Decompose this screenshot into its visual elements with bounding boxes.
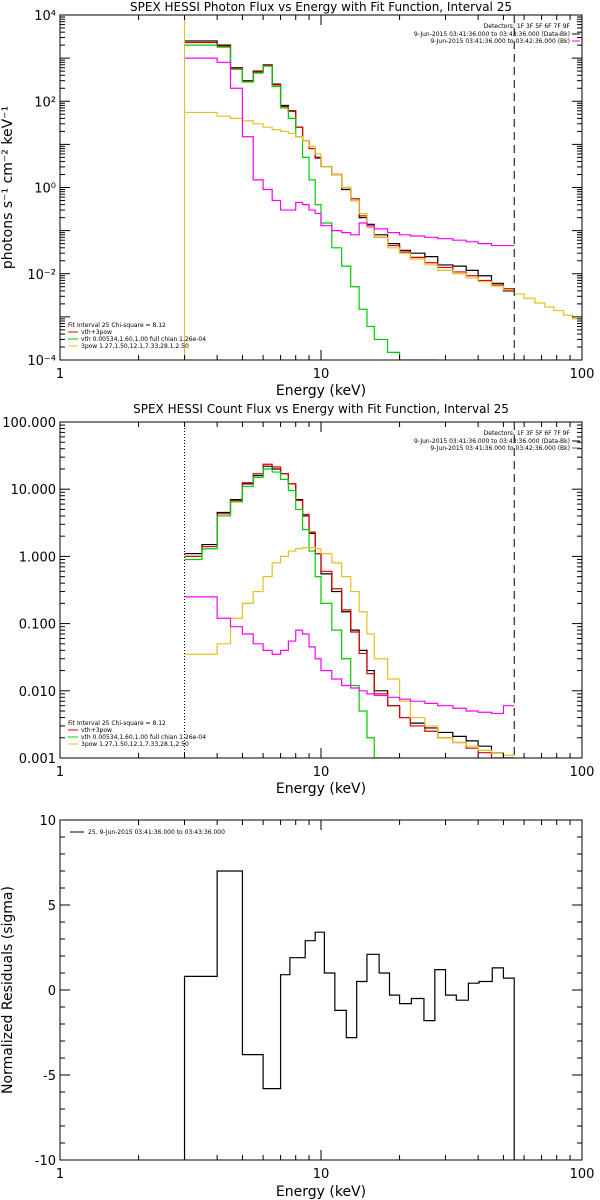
series-3-line: [184, 44, 438, 360]
series-1-line: [183, 870, 515, 1160]
legend-entry: 3pow 1.27,1.50,12.1,7.33,28.1,2.50: [81, 343, 189, 350]
y-tick-label: -10: [35, 1154, 56, 1169]
series-1-line: [184, 465, 515, 758]
legend-entry: vth 0.00534,1.60,1.00 full chian 1.26e-0…: [81, 336, 206, 343]
y-tick-label: 10⁴: [34, 9, 56, 24]
detectors-label: Detectors: 1F 3F 5F 6F 7F 9F: [484, 430, 571, 437]
time-interval-data: 9-Jun-2015 03:41:36.000 to 03:43:36.000 …: [414, 31, 570, 38]
y-tick-label: 5: [48, 899, 56, 914]
legend-entry: vth+3pow: [81, 727, 112, 734]
y-tick-label: 10⁰: [34, 182, 56, 197]
time-interval-data: 9-Jun-2015 03:41:36.000 to 03:43:36.000 …: [414, 438, 570, 445]
time-interval-background: 9-Jun-2015 03:41:36.000 to 03:42:36.000 …: [430, 38, 570, 45]
x-tick-label: 10: [313, 765, 330, 780]
chart-panel-1: 1 10 100 10⁻⁴ 10⁻² 10⁰ 10² 10⁴ SPEX HESSI Photon…: [0, 0, 594, 399]
x-tick-label: 1: [56, 1167, 64, 1182]
y-tick-label: 0.010: [19, 685, 56, 700]
y-tick-label: 10⁻²: [27, 268, 56, 283]
series-5-line: [184, 596, 515, 715]
chart-title: SPEX HESSI Photon Flux vs Energy with Fi…: [130, 0, 512, 14]
legend-entry: 25. 9-Jun-2015 03:41:36.000 to 03:43:36.…: [88, 829, 225, 836]
y-axis-label: photons s⁻¹ cm⁻² keV⁻¹: [0, 106, 16, 269]
fit-legend-header: Fit Interval 25 Chi-square = 8.12: [68, 720, 166, 727]
legend-entry: vth 0.00534,1.60,1.00 full chian 1.26e-0…: [81, 734, 206, 741]
chart-panel-2: 1 10 100 0.001 0.010 0.100 1.000 10.000 100.000 S…: [2, 402, 594, 797]
y-axis-label: Normalized Residuals (sigma): [0, 886, 16, 1094]
detectors-label: Detectors: 1F 3F 5F 6F 7F 9F: [484, 23, 571, 30]
y-tick-label: 0.100: [19, 618, 56, 633]
y-tick-label: 100.000: [2, 416, 56, 431]
y-tick-label: 1.000: [19, 550, 56, 565]
legend-entry: vth+3pow: [81, 329, 112, 336]
x-tick-label: 100: [570, 1167, 595, 1182]
series-4-line: [184, 547, 515, 756]
x-tick-label: 1: [56, 765, 64, 780]
y-tick-label: 0.001: [19, 752, 56, 767]
x-axis-label: Energy (keV): [276, 1184, 366, 1200]
x-axis-label: Energy (keV): [276, 781, 366, 797]
chart-title: SPEX HESSI Count Flux vs Energy with Fit…: [133, 402, 509, 416]
y-tick-label: -5: [43, 1069, 56, 1084]
y-tick-label: 10⁻⁴: [27, 354, 56, 369]
fit-legend-header: Fit Interval 25 Chi-square = 8.12: [68, 322, 166, 329]
plot-area: [184, 40, 582, 360]
x-tick-label: 10: [313, 367, 330, 382]
legend-entry: 3pow 1.27,1.50,12.1,7.33,28.1,2.50: [81, 741, 189, 748]
y-tick-label: 10: [39, 814, 56, 829]
plot-area: [184, 463, 515, 758]
series-5-line: [184, 57, 515, 247]
chart-panel-3: 1 10 100 -10 -5 0 5 10 Energy (keV) Normalized Re…: [0, 814, 594, 1200]
x-tick-label: 100: [570, 367, 595, 382]
series-4-line: [184, 111, 582, 320]
y-tick-label: 10.000: [11, 483, 57, 498]
series-3-line: [184, 468, 400, 758]
time-interval-background: 9-Jun-2015 03:41:36.000 to 03:42:36.000 …: [430, 445, 570, 452]
x-axis-label: Energy (keV): [276, 383, 366, 399]
y-tick-label: 10²: [34, 95, 56, 110]
y-tick-label: 0: [48, 984, 56, 999]
x-tick-label: 1: [56, 367, 64, 382]
plot-area: [183, 870, 515, 1160]
x-tick-label: 10: [313, 1167, 330, 1182]
x-tick-label: 100: [570, 765, 595, 780]
